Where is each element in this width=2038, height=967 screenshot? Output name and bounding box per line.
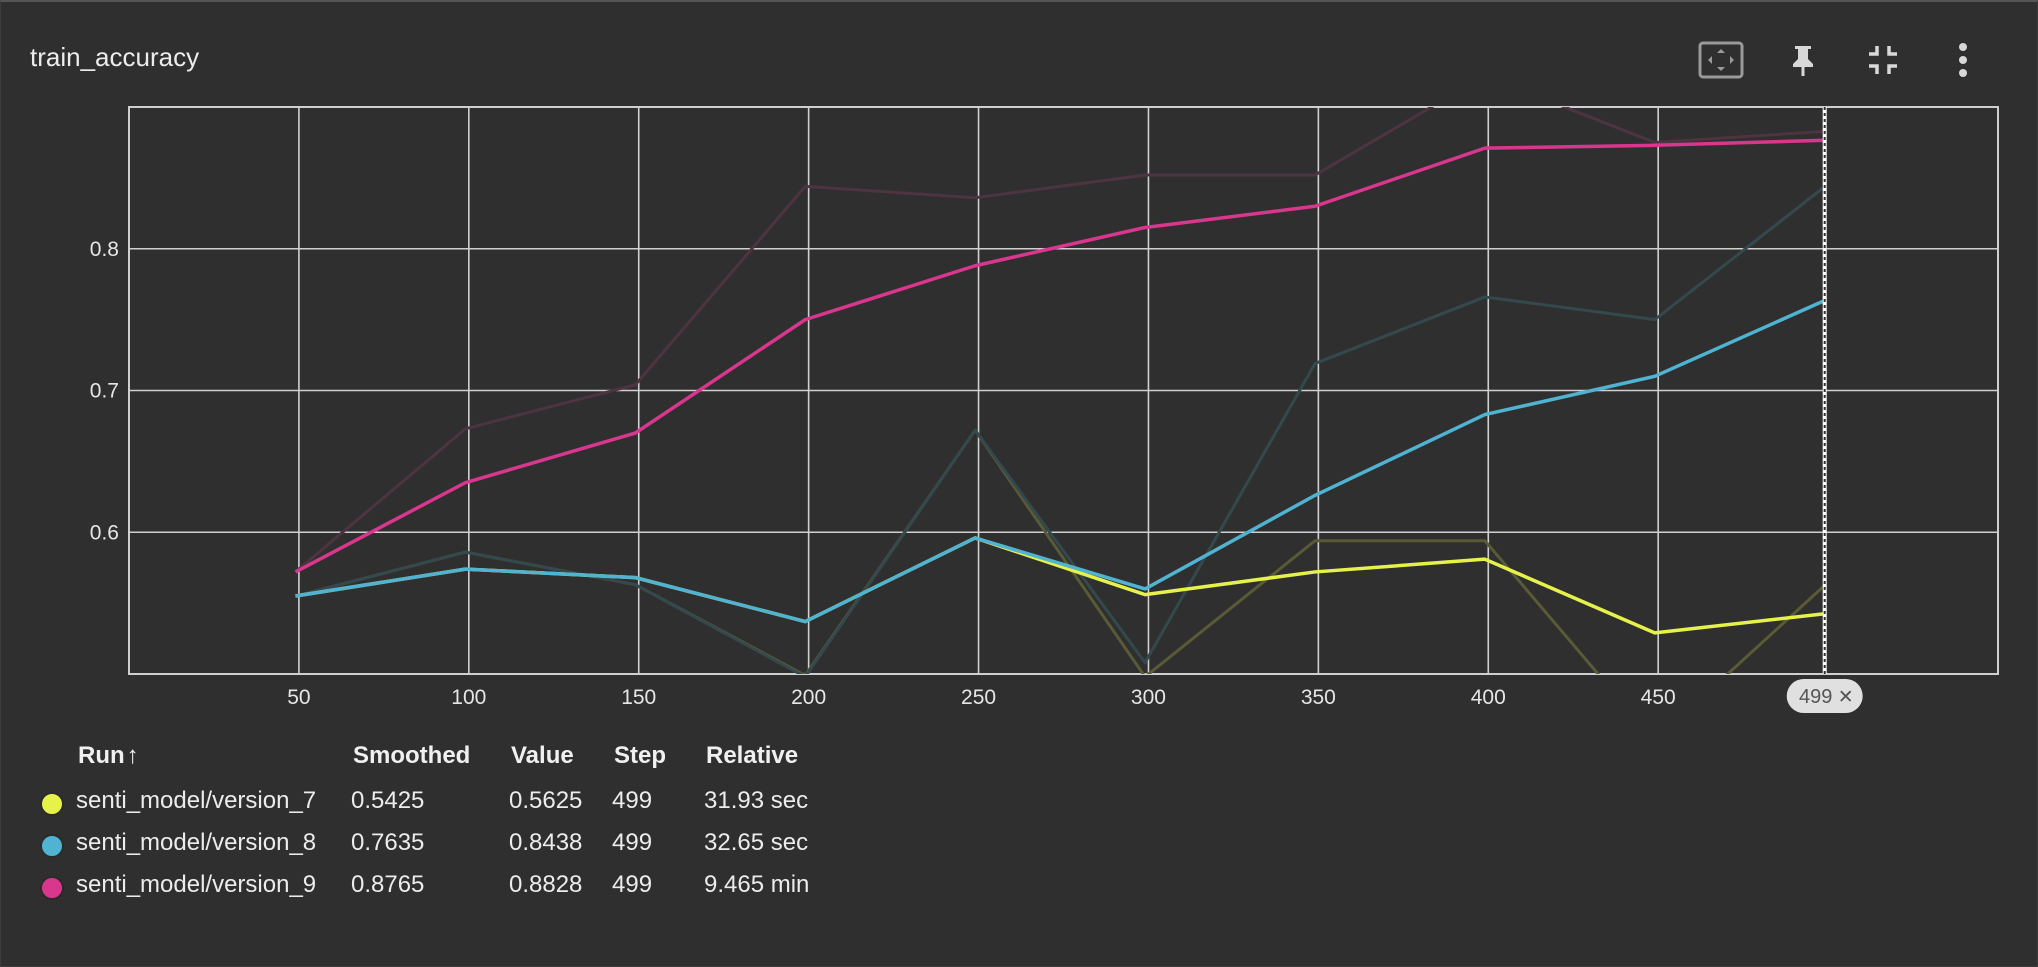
line-chart[interactable]: 50 100 150 200 250 300 350 400 450 0.6 0.7 0.8 499 ✕ [1,92,2038,732]
raw-series-line [295,428,1826,674]
raw-value: 0.8438 [509,829,583,856]
run-color-dot[interactable] [40,792,64,816]
raw-series-line [295,185,1826,674]
sort-arrow-icon: ↑ [126,742,139,769]
x-tick-label: 50 [287,686,310,709]
badge-background [1786,679,1863,713]
run-name: senti_model/version_8 [76,829,317,856]
raw-value: 0.5625 [509,787,583,814]
legend-row[interactable]: senti_model/version_8 0.7635 0.8438 499 … [1,829,901,869]
raw-series-line [294,107,1825,574]
collapse-icon [1867,44,1899,76]
raw-value: 0.8828 [509,871,583,898]
smoothed-value: 0.5425 [351,787,425,814]
x-tick-label: 300 [1131,686,1166,709]
x-tick-label: 100 [451,686,486,709]
legend-header-value[interactable]: Value [511,742,574,769]
run-color-dot[interactable] [40,834,64,858]
smoothed-value: 0.8765 [351,871,425,898]
x-tick-label: 150 [621,686,656,709]
run-name: senti_model/version_9 [76,871,317,898]
relative-time: 32.65 sec [704,829,809,856]
cursor-step-label: 499 [1799,686,1832,708]
step-value: 499 [612,787,653,814]
pin-button[interactable] [1779,36,1827,84]
fit-domain-icon [1698,41,1744,79]
more-options-button[interactable] [1939,36,1987,84]
x-tick-label: 250 [961,686,996,709]
step-value: 499 [612,871,653,898]
x-tick-label: 400 [1471,686,1506,709]
relative-time: 31.93 sec [704,787,809,814]
card-toolbar [1697,36,2037,84]
x-tick-label: 200 [791,686,826,709]
legend-header-relative[interactable]: Relative [706,742,799,769]
relative-time: 9.465 min [704,871,810,898]
run-color-dot[interactable] [40,876,64,900]
y-tick-label: 0.6 [90,521,119,544]
y-tick-label: 0.8 [90,238,119,261]
x-tick-label: 450 [1641,686,1676,709]
legend-header-step[interactable]: Step [614,742,667,769]
smoothed-series-line [295,298,1826,624]
close-icon: ✕ [1838,687,1854,708]
smoothed-value: 0.7635 [351,829,425,856]
y-tick-label: 0.7 [90,380,119,403]
step-value: 499 [612,829,653,856]
cursor-step-badge[interactable]: 499 ✕ [1786,679,1863,713]
pin-icon [1788,43,1818,77]
legend-header-smoothed[interactable]: Smoothed [353,742,471,769]
legend-header-run[interactable]: Run↑ [78,742,139,769]
fit-domain-button[interactable] [1697,36,1745,84]
collapse-button[interactable] [1859,36,1907,84]
legend-row[interactable]: senti_model/version_7 0.5425 0.5625 499 … [1,787,901,827]
series-group [294,107,1826,674]
more-vertical-icon [1957,42,1969,78]
run-name: senti_model/version_7 [76,787,317,814]
legend-row[interactable]: senti_model/version_9 0.8765 0.8828 499 … [1,871,901,911]
smoothed-series-line [294,138,1825,574]
card-title: train_accuracy [30,42,200,72]
x-tick-label: 350 [1301,686,1336,709]
